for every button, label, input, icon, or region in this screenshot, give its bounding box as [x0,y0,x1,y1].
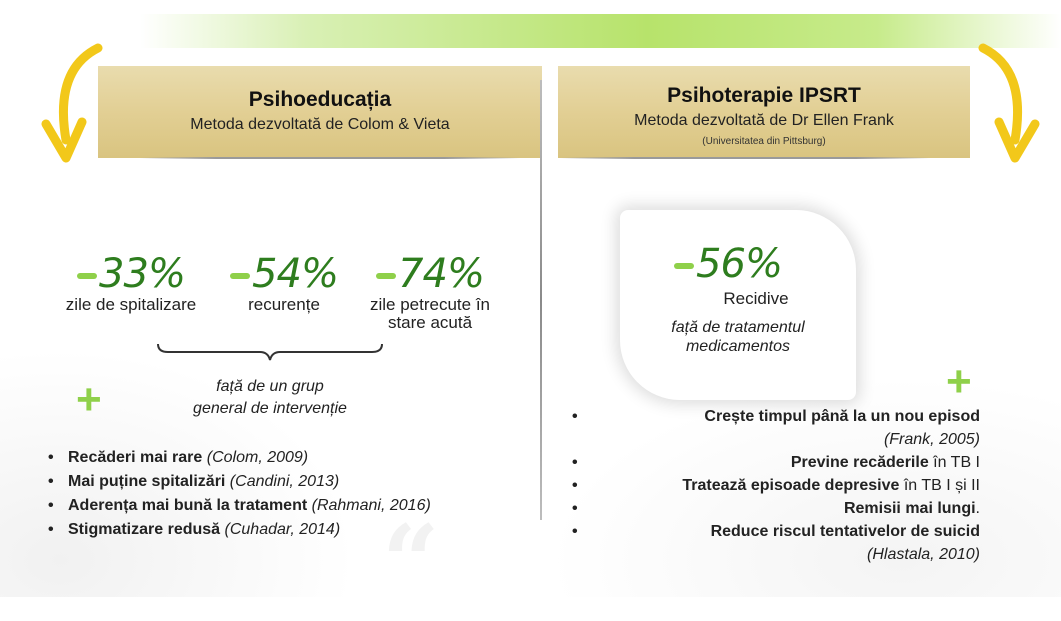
stat-stare-acuta: 74% zile petrecute în stare acută [350,252,510,332]
header-underline [560,157,930,159]
list-item-ref: (Frank, 2005) [883,431,980,448]
header-subtitle: Metoda dezvoltată de Colom & Vieta [190,116,450,133]
stat-value: 54% [252,251,339,297]
column-divider [540,80,542,520]
stat-label: zile de spitalizare [65,295,197,314]
compare-text: față de un grup general de intervenție [193,378,347,417]
top-gradient-bar [140,14,1061,48]
header-affiliation: (Universitatea din Pittsburg) [702,136,826,147]
recidive-card: 56% Recidive față de tratamentul medicam… [620,210,856,400]
header-underline [140,157,520,159]
compare-text: față de tratamentul medicamentos [671,319,805,355]
curved-arrow-icon [978,43,1040,163]
list-item: • Tratează episoade depresive în TB I și … [572,477,980,494]
header-title: Psihoeducația [248,88,392,111]
ipsrt-header: Psihoterapie IPSRT Metoda dezvoltată de … [558,66,970,158]
stat-value: 74% [398,251,485,297]
list-item: • Reduce riscul tentativelor de suicid [572,523,980,540]
list-item: Recăderi mai rare (Colom, 2009) [46,446,536,470]
list-item: Mai puține spitalizări (Candini, 2013) [46,470,536,494]
stat-value: 56% [696,241,783,287]
ipsrt-benefits-list: • Crește timpul până la un nou episod (Fr… [566,405,980,566]
quote-icon: “ [382,503,440,621]
list-item: • Remisii mai lungi. [572,500,980,517]
stat-label-line2: stare acută [387,313,473,332]
list-item: Stigmatizare redusă (Cuhadar, 2014) [46,518,536,542]
curved-arrow-icon [41,43,103,163]
header-subtitle: Metoda dezvoltată de Dr Ellen Frank [634,112,894,129]
plus-icon: + [76,375,102,424]
stat-spitalizare: 33% zile de spitalizare [44,252,218,314]
stat-label: Recidive [723,289,789,308]
brace-icon [157,343,383,361]
list-item: • Previne recăderile în TB I [572,454,980,471]
stat-label-line1: zile petrecute în [369,295,490,314]
minus-dash [77,273,98,279]
psihoeducatie-header: Psihoeducația Metoda dezvoltată de Colom… [98,66,542,158]
list-item: • Crește timpul până la un nou episod [572,408,980,425]
header-title: Psihoterapie IPSRT [667,84,861,107]
stat-recurente: 54% recurențe [222,252,346,314]
psihoeducatie-benefits-list: Recăderi mai rare (Colom, 2009) Mai puți… [46,446,536,542]
list-item-ref: (Hlastala, 2010) [867,546,980,563]
minus-dash [674,263,695,269]
minus-dash [376,273,397,279]
plus-icon: + [946,357,972,406]
minus-dash [230,273,251,279]
list-item: Aderența mai bună la tratament (Rahmani,… [46,494,536,518]
stat-value: 33% [99,251,186,297]
stat-label: recurențe [248,295,320,314]
